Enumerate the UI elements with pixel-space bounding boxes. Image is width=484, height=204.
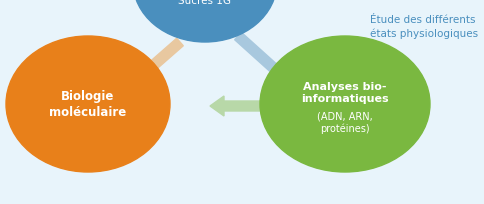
FancyArrow shape [210, 96, 272, 116]
Ellipse shape [6, 37, 170, 172]
Ellipse shape [259, 37, 429, 172]
FancyArrow shape [234, 33, 287, 82]
Text: Analyses bio-
informatiques: Analyses bio- informatiques [301, 82, 388, 103]
Text: (ADN, ARN,
protéines): (ADN, ARN, protéines) [317, 111, 372, 133]
Text: Biologie
moléculaire: Biologie moléculaire [49, 90, 126, 119]
Text: Étude des différents
états physiologiques: Étude des différents états physiologique… [369, 15, 477, 39]
Ellipse shape [133, 0, 276, 43]
FancyArrow shape [132, 39, 183, 85]
Text: Sucres 1G: Sucres 1G [178, 0, 231, 6]
